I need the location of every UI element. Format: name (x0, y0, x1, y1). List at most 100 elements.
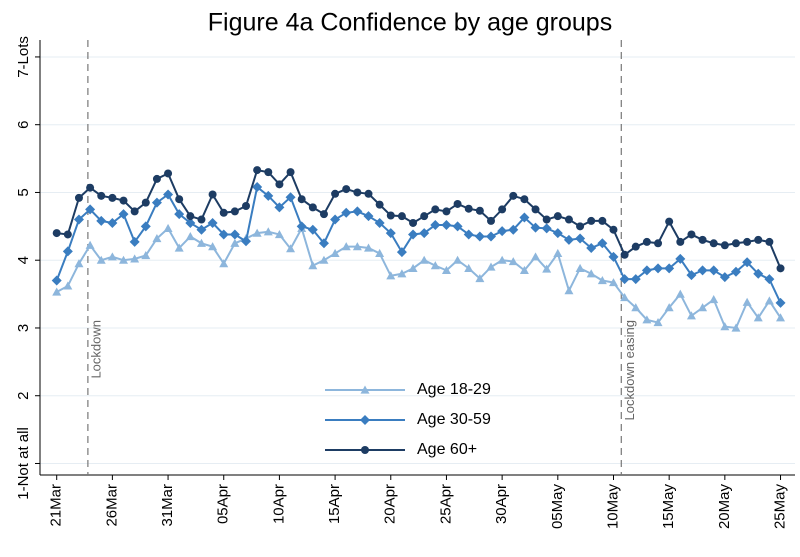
point (775, 297, 786, 308)
point (375, 248, 385, 258)
point (363, 211, 374, 222)
point (753, 313, 763, 322)
point (519, 212, 530, 223)
x-tick-label: 20Apr (382, 484, 399, 524)
point (720, 322, 730, 331)
point (308, 261, 318, 270)
point (96, 215, 107, 226)
point (564, 215, 573, 224)
point (553, 248, 563, 258)
point (419, 255, 429, 264)
point (85, 204, 96, 215)
point (375, 200, 384, 209)
y-tick-label: 1-Not at all (15, 427, 32, 500)
point (531, 205, 540, 214)
point (74, 259, 84, 268)
point (342, 185, 351, 194)
point (520, 195, 529, 204)
point (397, 212, 406, 221)
point (63, 230, 72, 239)
point (185, 231, 195, 241)
point (130, 207, 139, 216)
point (207, 217, 218, 228)
point (341, 242, 351, 251)
point (129, 236, 140, 247)
point (73, 214, 84, 225)
point (676, 237, 685, 246)
point (141, 198, 150, 207)
point (308, 203, 317, 212)
point (119, 255, 129, 264)
point (686, 270, 697, 281)
point (508, 257, 518, 266)
x-tick-label: 25Apr (437, 484, 454, 524)
point (85, 240, 95, 249)
point (275, 180, 284, 189)
point (475, 206, 484, 215)
point (698, 303, 708, 312)
point (229, 229, 240, 240)
point (764, 296, 774, 305)
point (709, 239, 718, 248)
point (665, 217, 674, 226)
point (208, 190, 217, 199)
point (274, 229, 284, 239)
point (719, 272, 730, 283)
y-tick-label: 4 (15, 256, 32, 264)
point (731, 323, 741, 332)
point (620, 292, 630, 302)
point (107, 252, 117, 261)
x-tick-label: 21Mar (48, 484, 65, 527)
x-tick-label: 31Mar (159, 484, 176, 527)
point (609, 225, 618, 234)
point (542, 215, 551, 224)
point (754, 235, 763, 244)
x-tick-label: 05Apr (215, 484, 232, 524)
point (319, 210, 328, 219)
point (653, 263, 664, 274)
point (675, 289, 685, 298)
point (330, 214, 341, 225)
point (274, 202, 285, 213)
point (74, 193, 83, 202)
point (552, 228, 563, 239)
point (285, 192, 296, 203)
point (531, 252, 541, 261)
point (431, 205, 440, 214)
y-tick-label: 7-Lots (15, 36, 32, 78)
point (219, 259, 229, 268)
point (620, 250, 629, 259)
point (174, 243, 184, 252)
point (396, 247, 407, 258)
point (141, 250, 151, 260)
legend-label: Age 18-29 (417, 381, 491, 398)
point (598, 216, 607, 225)
point (286, 244, 296, 253)
point (218, 229, 229, 240)
chart-title: Figure 4a Confidence by age groups (208, 9, 612, 37)
point (408, 229, 419, 240)
point (575, 233, 586, 244)
point (341, 207, 352, 218)
point (419, 228, 430, 239)
point (62, 246, 73, 257)
point (697, 265, 708, 276)
point (230, 207, 239, 216)
point (86, 183, 95, 192)
point (642, 315, 652, 324)
point (720, 241, 729, 250)
legend-marker (361, 446, 369, 454)
point (630, 274, 641, 285)
point (641, 265, 652, 276)
x-tick-label: 25May (771, 484, 788, 530)
legend-marker (360, 385, 370, 394)
point (242, 202, 251, 211)
point (219, 208, 228, 217)
point (108, 193, 117, 202)
point (743, 237, 752, 246)
point (765, 237, 774, 246)
x-tick-label: 20May (716, 484, 733, 530)
legend-label: Age 60+ (417, 441, 477, 458)
x-tick-label: 30Apr (493, 484, 510, 524)
